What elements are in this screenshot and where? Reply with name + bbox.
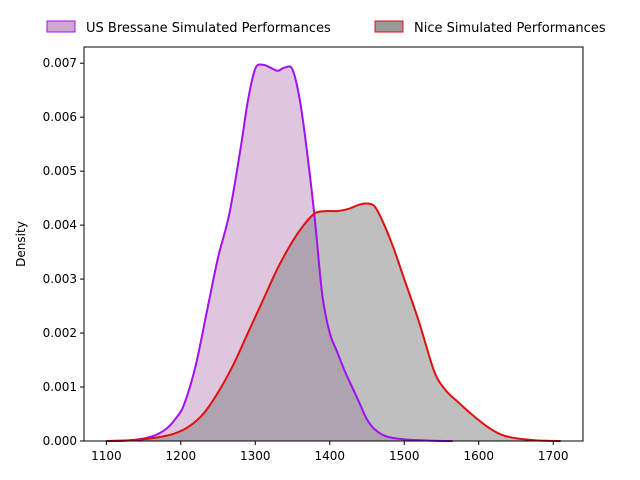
y-tick-label-0: 0.000	[43, 434, 77, 448]
x-tick-label-4: 1500	[389, 449, 420, 463]
y-tick-label-4: 0.004	[43, 218, 77, 232]
y-tick-label-3: 0.003	[43, 272, 77, 286]
y-tick-label-1: 0.001	[43, 380, 77, 394]
series-0-fill	[106, 64, 453, 442]
x-tick-label-5: 1600	[463, 449, 494, 463]
legend-label-0: US Bressane Simulated Performances	[86, 21, 331, 36]
y-tick-label-2: 0.002	[43, 326, 77, 340]
y-tick-label-5: 0.005	[43, 164, 77, 178]
series-0-line	[106, 63, 453, 442]
plot-frame	[83, 46, 584, 442]
y-axis-ticks: 0.000 0.001 0.002 0.003 0.004 0.005 0.006 0.007	[43, 56, 84, 448]
y-axis-label: Density	[14, 221, 28, 267]
x-tick-label-3: 1400	[315, 449, 346, 463]
x-tick-label-2: 1300	[240, 449, 271, 463]
y-tick-label-6: 0.006	[43, 110, 77, 124]
legend-swatch-0	[46, 20, 76, 33]
y-tick-label-7: 0.007	[43, 56, 77, 70]
legend-label-1: Nice Simulated Performances	[414, 21, 606, 36]
x-tick-label-0: 1100	[91, 449, 122, 463]
legend-swatch-1	[374, 20, 404, 33]
density-fills	[106, 64, 561, 442]
x-tick-label-6: 1700	[538, 449, 569, 463]
density-lines	[106, 63, 561, 442]
series-1-fill	[106, 203, 561, 441]
x-axis-ticks: 1100 1200 1300 1400 1500 1600 1700	[91, 441, 568, 463]
series-1-line	[106, 202, 561, 442]
legend: US Bressane Simulated Performances Nice S…	[46, 20, 606, 36]
x-tick-label-1: 1200	[166, 449, 197, 463]
